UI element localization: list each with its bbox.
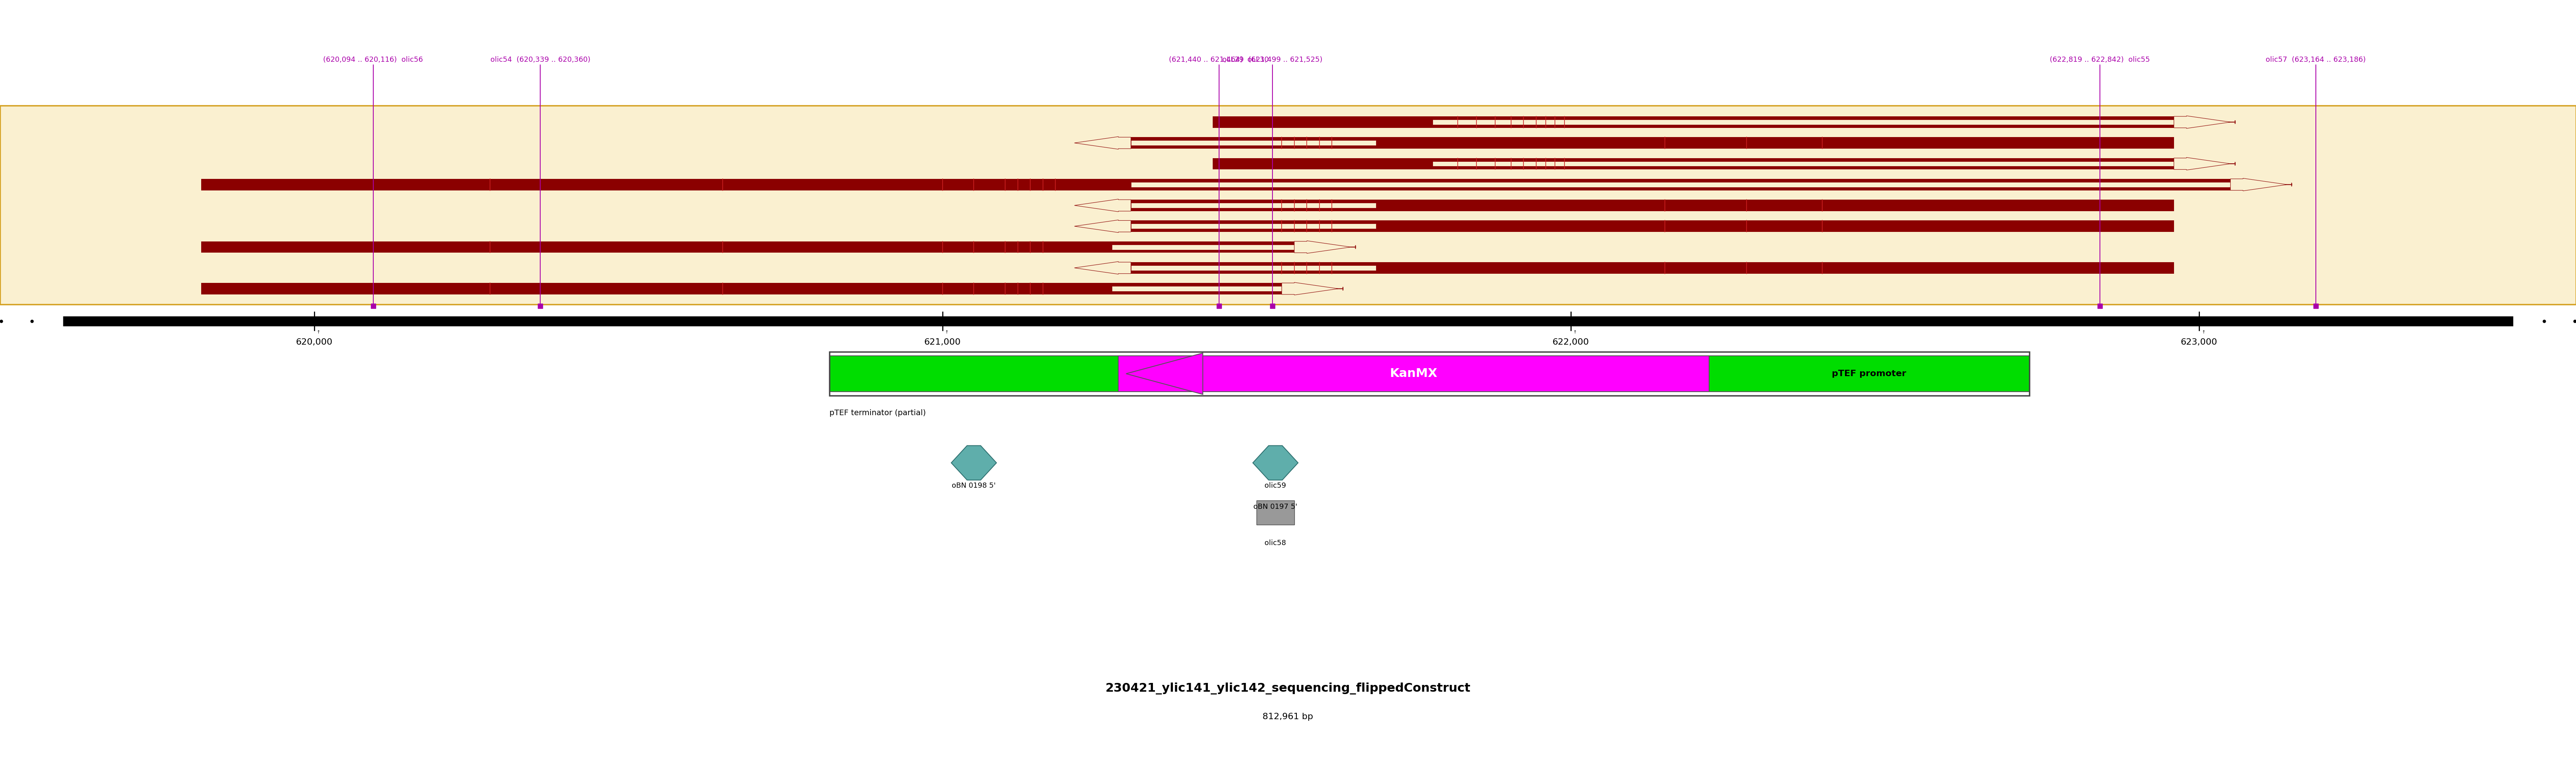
Text: (620,094 .. 620,116)  olic56: (620,094 .. 620,116) olic56	[322, 57, 422, 63]
Text: olic59: olic59	[1265, 482, 1285, 489]
Bar	[201, 241, 1293, 252]
Text: ↑: ↑	[2202, 330, 2205, 334]
Text: 621,000: 621,000	[925, 338, 961, 346]
FancyArrow shape	[2231, 178, 2287, 191]
Bar	[1213, 158, 2174, 170]
Bar	[1708, 356, 2030, 392]
Bar	[0, 106, 2576, 304]
Text: olic54  (620,339 .. 620,360): olic54 (620,339 .. 620,360)	[489, 57, 590, 63]
FancyArrow shape	[2174, 116, 2231, 129]
Bar	[1131, 265, 1376, 271]
Bar	[1432, 119, 2174, 125]
FancyArrow shape	[1074, 262, 1131, 274]
FancyArrow shape	[1283, 282, 1340, 295]
Polygon shape	[951, 445, 997, 480]
Text: oLL29  (621,499 .. 621,525): oLL29 (621,499 .. 621,525)	[1221, 57, 1321, 63]
FancyArrow shape	[1074, 199, 1131, 212]
Text: olic57  (623,164 .. 623,186): olic57 (623,164 .. 623,186)	[2267, 57, 2365, 63]
Bar	[201, 283, 1283, 295]
FancyArrow shape	[1126, 353, 1203, 395]
Bar	[829, 356, 1118, 392]
Bar	[1131, 137, 2174, 148]
Text: KanMX: KanMX	[1391, 368, 1437, 379]
Bar	[1257, 500, 1293, 525]
Text: pTEF terminator (partial): pTEF terminator (partial)	[829, 409, 925, 417]
Bar	[1113, 245, 1293, 249]
Text: olic58: olic58	[1265, 539, 1285, 546]
FancyArrow shape	[1293, 241, 1350, 253]
Text: oBN 0197 5': oBN 0197 5'	[1255, 503, 1298, 510]
Bar	[1131, 203, 1376, 208]
FancyArrow shape	[2174, 158, 2231, 170]
FancyArrow shape	[1074, 220, 1131, 233]
FancyArrow shape	[1074, 137, 1131, 149]
Bar	[1131, 223, 1376, 229]
Text: ↑: ↑	[945, 330, 948, 334]
Text: (622,819 .. 622,842)  olic55: (622,819 .. 622,842) olic55	[2050, 57, 2151, 63]
Text: 623,000: 623,000	[2182, 338, 2218, 346]
Text: 812,961 bp: 812,961 bp	[1262, 713, 1314, 721]
Text: 230421_ylic141_ylic142_sequencing_flippedConstruct: 230421_ylic141_ylic142_sequencing_flippe…	[1105, 682, 1471, 695]
Bar	[1432, 161, 2174, 166]
Bar	[1113, 286, 1283, 291]
Bar	[1131, 140, 1376, 145]
Text: 620,000: 620,000	[296, 338, 332, 346]
Text: (621,440 .. 621,464)  oLL30: (621,440 .. 621,464) oLL30	[1170, 57, 1270, 63]
Bar	[1131, 262, 2174, 274]
Polygon shape	[1252, 445, 1298, 480]
Bar	[829, 352, 2030, 396]
Bar	[1213, 116, 2174, 128]
Text: pTEF promoter: pTEF promoter	[1832, 369, 1906, 378]
Text: ↑: ↑	[1574, 330, 1577, 334]
Text: ↑: ↑	[317, 330, 319, 334]
Bar	[1131, 182, 2231, 187]
Bar	[201, 179, 2231, 190]
Bar	[1118, 356, 1708, 392]
Bar	[1131, 220, 2174, 232]
Text: 622,000: 622,000	[1553, 338, 1589, 346]
Text: oBN 0198 5': oBN 0198 5'	[953, 482, 997, 489]
Bar	[1131, 200, 2174, 211]
